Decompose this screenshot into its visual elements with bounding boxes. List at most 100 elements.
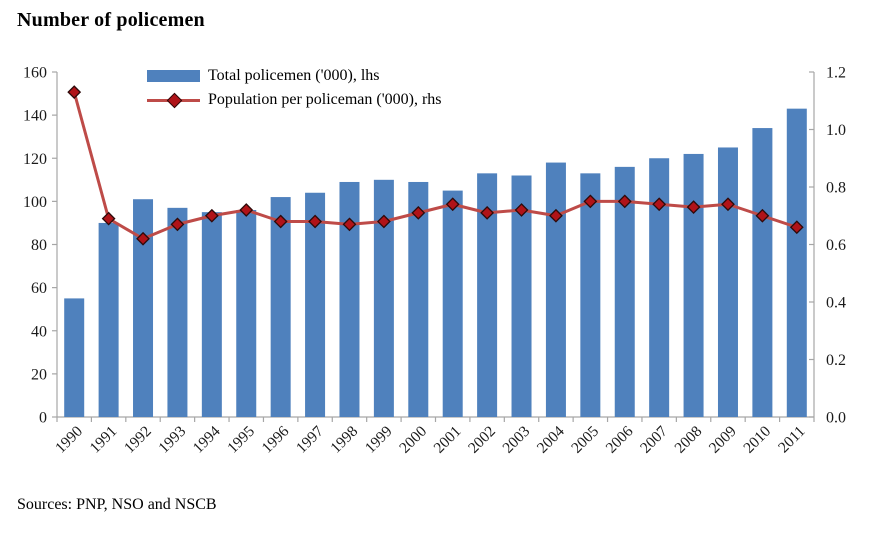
diamond-marker-2008 xyxy=(686,200,701,215)
diamond-marker-2006 xyxy=(617,194,632,209)
bar-2001 xyxy=(442,190,463,417)
bar-1994 xyxy=(201,212,222,417)
line-series-population-per-policeman xyxy=(67,85,804,246)
diamond-marker-2009 xyxy=(721,197,735,212)
bar-2004 xyxy=(545,162,566,417)
diamond-marker-2005 xyxy=(583,194,598,209)
bar-series-total-policemen xyxy=(64,108,807,417)
bar-2003 xyxy=(511,175,532,417)
right-axis-tick-label: 0.2 xyxy=(826,352,846,369)
diamond-marker-2002 xyxy=(480,205,495,220)
x-axis-year-label: 2007 xyxy=(637,423,671,457)
bar-1995 xyxy=(236,210,257,417)
diamond-marker-2000 xyxy=(411,205,426,220)
bar-1992 xyxy=(133,199,154,417)
left-axis-tick-label: 100 xyxy=(23,194,47,211)
bar-1991 xyxy=(98,222,119,417)
x-axis-year-label: 2004 xyxy=(534,423,568,457)
x-axis-year-label: 2008 xyxy=(671,423,705,457)
x-axis: 1990 1991 1992 1993 1994 1995 1996 1997 1998 1999… xyxy=(52,417,815,457)
x-axis-year-label: 1995 xyxy=(224,423,258,457)
diamond-marker-1998 xyxy=(342,217,357,232)
diamond-marker-1993 xyxy=(170,217,185,232)
right-axis-tick-label: 0.0 xyxy=(826,410,846,427)
left-axis-tick-label: 20 xyxy=(31,366,47,383)
diamond-marker-1997 xyxy=(308,214,322,229)
x-axis-year-label: 2009 xyxy=(706,423,740,457)
bar-series-swatch xyxy=(147,70,200,82)
diamond-marker-2007 xyxy=(652,197,667,212)
x-axis-year-label: 2002 xyxy=(465,423,499,457)
diamond-marker-2001 xyxy=(445,197,460,212)
trend-line xyxy=(72,91,798,241)
x-axis-year-label: 1998 xyxy=(327,423,361,457)
x-axis-year-label: 1994 xyxy=(190,423,224,457)
bar-2008 xyxy=(683,153,704,417)
x-axis-year-label: 1990 xyxy=(52,423,86,457)
bar-1993 xyxy=(167,207,188,417)
left-axis: 0 20 40 60 80 100 120 140 160 xyxy=(23,65,57,427)
diamond-marker-1990 xyxy=(67,85,82,100)
bar-1998 xyxy=(339,181,360,417)
right-axis-tick-label: 1.2 xyxy=(826,65,846,82)
left-axis-tick-label: 140 xyxy=(23,108,47,125)
diamond-marker-2011 xyxy=(789,220,804,235)
x-axis-year-label: 2005 xyxy=(568,423,602,457)
diamond-marker-2010 xyxy=(755,208,770,223)
legend-item-line: Population per policeman ('000), rhs xyxy=(147,91,442,109)
line-series-swatch xyxy=(147,92,200,109)
chart-title: Number of policemen xyxy=(17,9,205,31)
left-axis-tick-label: 80 xyxy=(31,237,47,254)
left-axis-tick-label: 160 xyxy=(23,65,47,82)
x-axis-year-label: 2001 xyxy=(431,423,465,457)
x-axis-year-label: 2011 xyxy=(775,423,809,457)
bar-1997 xyxy=(305,192,326,417)
x-axis-year-label: 2000 xyxy=(396,423,430,457)
bar-2000 xyxy=(408,181,429,417)
bar-2006 xyxy=(614,166,635,417)
bar-2007 xyxy=(649,158,670,417)
source-note: Sources: PNP, NSO and NSCB xyxy=(17,496,217,513)
x-axis-year-label: 1993 xyxy=(155,423,189,457)
x-axis-year-label: 1999 xyxy=(362,423,396,457)
bar-2011 xyxy=(786,108,807,417)
right-axis: 0.0 0.2 0.4 0.6 0.8 1.0 1.2 xyxy=(809,65,846,427)
bar-2009 xyxy=(717,147,738,417)
x-axis-year-label: 2003 xyxy=(499,423,533,457)
legend-line-label: Population per policeman ('000), rhs xyxy=(208,91,442,108)
legend-item-bars: Total policemen ('000), lhs xyxy=(147,67,442,84)
left-axis-tick-label: 120 xyxy=(23,151,47,168)
legend-bar-label: Total policemen ('000), lhs xyxy=(208,67,380,84)
diamond-marker-1992 xyxy=(136,231,150,246)
legend: Total policemen ('000), lhs Population p… xyxy=(147,67,442,109)
legend-diamond-marker-icon xyxy=(166,92,183,109)
x-axis-year-label: 1992 xyxy=(121,423,155,457)
right-axis-tick-label: 0.4 xyxy=(826,295,846,312)
x-axis-year-label: 2010 xyxy=(740,423,774,457)
x-axis-year-label: 1996 xyxy=(259,423,293,457)
diamond-marker-1991 xyxy=(101,211,116,226)
x-axis-year-label: 1991 xyxy=(87,423,121,457)
x-axis-year-label: 2006 xyxy=(603,423,637,457)
left-axis-tick-label: 60 xyxy=(31,280,47,297)
bar-1996 xyxy=(270,197,291,417)
right-axis-tick-label: 0.8 xyxy=(826,180,846,197)
left-axis-tick-label: 40 xyxy=(31,323,47,340)
bar-1999 xyxy=(373,179,394,417)
left-axis-tick-label: 0 xyxy=(39,410,47,427)
diamond-marker-2004 xyxy=(549,208,563,223)
bar-2005 xyxy=(580,173,601,417)
right-axis-tick-label: 1.0 xyxy=(826,122,846,139)
diamond-marker-2003 xyxy=(514,203,529,217)
bar-2010 xyxy=(752,128,773,417)
diamond-marker-1994 xyxy=(204,208,219,223)
diamond-marker-1996 xyxy=(273,214,288,229)
diamond-marker-1999 xyxy=(376,214,391,229)
diamond-marker-1995 xyxy=(239,203,254,217)
bar-2002 xyxy=(477,173,498,417)
right-axis-tick-label: 0.6 xyxy=(826,237,846,254)
bar-1990 xyxy=(64,298,85,417)
x-axis-year-label: 1997 xyxy=(293,423,327,457)
